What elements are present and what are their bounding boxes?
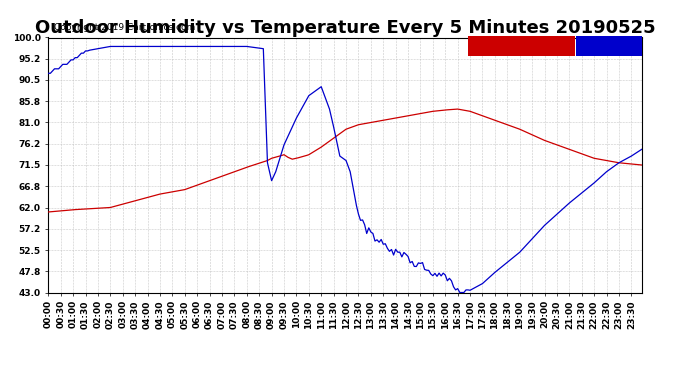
Text: Humidity (%): Humidity (%) — [575, 42, 642, 51]
Title: Outdoor Humidity vs Temperature Every 5 Minutes 20190525: Outdoor Humidity vs Temperature Every 5 … — [34, 20, 655, 38]
Text: Copyright 2019 Cartronics.com: Copyright 2019 Cartronics.com — [55, 23, 195, 32]
Text: Temperature (°F): Temperature (°F) — [477, 42, 565, 51]
